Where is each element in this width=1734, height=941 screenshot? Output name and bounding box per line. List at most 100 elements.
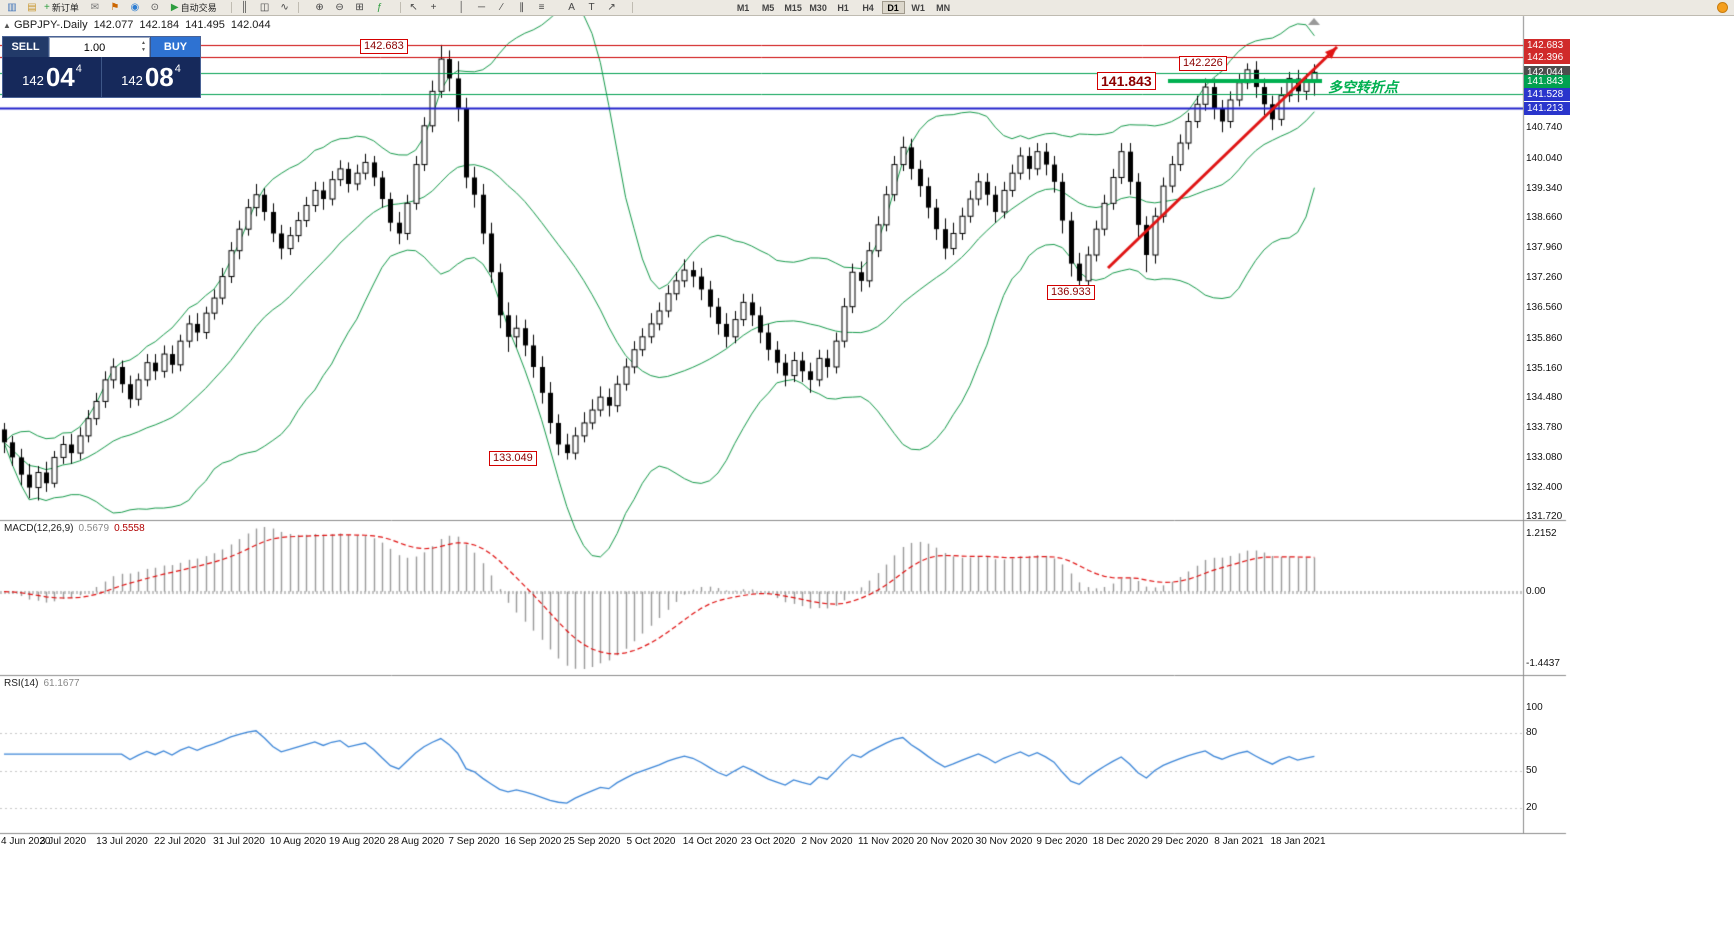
lot-size-input[interactable]: [50, 39, 149, 57]
price-label-annotation[interactable]: 141.843: [1097, 72, 1156, 90]
autotrading-button-label: 自动交易: [180, 3, 217, 13]
ask-price[interactable]: 142 08 4: [102, 57, 200, 97]
close-price: 142.044: [230, 19, 271, 31]
bar-chart-icon: ║: [241, 1, 249, 13]
zoom-in-icon: ⊕: [315, 1, 324, 13]
trendline-icon: ∕: [500, 1, 503, 13]
price-label-annotation[interactable]: 136.933: [1047, 285, 1095, 300]
low-price: 141.495: [185, 19, 225, 31]
macd-name: MACD(12,26,9): [4, 523, 74, 534]
timeframe-m15-button[interactable]: M15: [784, 2, 802, 13]
server-clock-icon: ⊙: [150, 1, 160, 13]
zoom-out-button[interactable]: ⊖: [330, 1, 350, 15]
timeframe-w1-button[interactable]: W1: [911, 2, 925, 13]
alerts-button[interactable]: ⚑: [105, 1, 125, 15]
vertical-line-button[interactable]: │: [452, 1, 472, 15]
horizontal-line-icon: ─: [478, 1, 486, 13]
lot-increase-button[interactable]: ▲: [141, 40, 146, 46]
timeframe-h4-button[interactable]: H4: [862, 2, 874, 13]
toolbar-separator: [297, 2, 299, 13]
rsi-indicator-label: RSI(14) 61.1677: [4, 678, 80, 689]
text-button[interactable]: A: [562, 1, 582, 15]
timeframe-d1-button[interactable]: D1: [881, 1, 905, 14]
notification-icon[interactable]: [1717, 2, 1728, 13]
zoom-out-icon: ⊖: [335, 1, 344, 13]
text-icon: A: [568, 1, 575, 13]
new-order-button[interactable]: + 新订单: [42, 1, 81, 15]
line-chart-button[interactable]: ∿: [275, 1, 295, 15]
timeframe-m30-button[interactable]: M30: [809, 2, 827, 13]
chart-profiles-icon: ▤: [27, 1, 37, 13]
rsi-value: 61.1677: [43, 678, 80, 689]
high-price: 142.184: [139, 19, 180, 31]
new-order-icon: +: [44, 1, 50, 13]
community-button[interactable]: ◉: [125, 1, 145, 15]
trendline-button[interactable]: ∕: [492, 1, 512, 15]
symbol-name: GBPJPY-.Daily: [14, 19, 88, 31]
toolbar-separator: [230, 2, 232, 13]
timeframe-mn-button[interactable]: MN: [936, 2, 951, 13]
rsi-name: RSI(14): [4, 678, 39, 689]
server-clock-button[interactable]: ⊙: [145, 1, 165, 15]
new-chart-button[interactable]: ▥: [2, 1, 22, 15]
fibonacci-button[interactable]: ≡: [532, 1, 552, 15]
line-chart-icon: ∿: [280, 1, 289, 13]
arrows-button[interactable]: ↗: [602, 1, 622, 15]
label-icon: T: [588, 1, 595, 13]
bid-pip-digit: 4: [75, 63, 82, 75]
sell-button[interactable]: SELL: [3, 37, 49, 57]
buy-button[interactable]: BUY: [150, 37, 200, 57]
indicators-button[interactable]: ƒ: [370, 1, 390, 15]
ask-main-digits: 08: [144, 62, 174, 92]
bid-price[interactable]: 142 04 4: [3, 57, 102, 97]
toolbar-separator: [399, 2, 401, 13]
price-label-annotation[interactable]: 142.226: [1179, 56, 1227, 71]
market-watch-button[interactable]: ✉: [85, 1, 105, 15]
lot-spinner: ▲ ▼: [139, 38, 148, 56]
label-button[interactable]: T: [582, 1, 602, 15]
macd-value: 0.5679: [78, 523, 110, 534]
timeframe-m1-button[interactable]: M1: [736, 2, 750, 13]
main-toolbar: ▥ ▤ + 新订单 ✉ ⚑ ◉ ⊙ ▶ 自动交易 ║ ◫ ∿ ⊕ ⊖ ⊞ ƒ ↖ + │ ─ ∕ ∥ ≡ A T ↗ M1 M5 M15 M…: [0, 0, 1734, 16]
chart-profiles-button[interactable]: ▤: [22, 1, 42, 15]
channel-button[interactable]: ∥: [512, 1, 532, 15]
symbol-marker-icon: ▲: [3, 21, 11, 30]
toolbar-separator: [631, 2, 633, 13]
candlestick-chart-button[interactable]: ◫: [255, 1, 275, 15]
timeframe-m5-button[interactable]: M5: [761, 2, 775, 13]
cursor-icon: ↖: [409, 1, 418, 13]
new-chart-icon: ▥: [7, 1, 17, 13]
community-icon: ◉: [130, 1, 140, 13]
vertical-line-icon: │: [458, 1, 465, 13]
crosshair-icon: +: [430, 1, 437, 13]
autotrading-button[interactable]: ▶ 自动交易: [169, 1, 219, 15]
candlestick-chart-icon: ◫: [259, 1, 270, 13]
lot-decrease-button[interactable]: ▼: [141, 47, 146, 53]
bid-main-digits: 04: [45, 62, 75, 92]
bid-prefix: 142: [22, 72, 44, 88]
arrows-icon: ↗: [607, 1, 616, 13]
market-watch-icon: ✉: [90, 1, 100, 13]
horizontal-line-button[interactable]: ─: [472, 1, 492, 15]
bar-chart-button[interactable]: ║: [235, 1, 255, 15]
alerts-icon: ⚑: [110, 1, 120, 13]
tile-windows-button[interactable]: ⊞: [350, 1, 370, 15]
ask-pip-digit: 4: [174, 63, 181, 75]
price-label-annotation[interactable]: 142.683: [360, 39, 408, 54]
zoom-in-button[interactable]: ⊕: [310, 1, 330, 15]
macd-signal-value: 0.5558: [114, 523, 145, 534]
price-label-annotation[interactable]: 133.049: [489, 451, 537, 466]
indicators-icon: ƒ: [376, 1, 383, 13]
timeframe-h1-button[interactable]: H1: [837, 2, 849, 13]
cursor-button[interactable]: ↖: [404, 1, 424, 15]
chart-title: GBPJPY-.Daily 142.077 142.184 141.495 142.04…: [14, 19, 271, 31]
fibonacci-icon: ≡: [538, 1, 545, 13]
trend-note-text[interactable]: 多空转折点: [1328, 79, 1398, 95]
tile-windows-icon: ⊞: [355, 1, 364, 13]
autotrading-icon: ▶: [170, 1, 179, 13]
ask-prefix: 142: [121, 72, 143, 88]
crosshair-button[interactable]: +: [424, 1, 444, 15]
